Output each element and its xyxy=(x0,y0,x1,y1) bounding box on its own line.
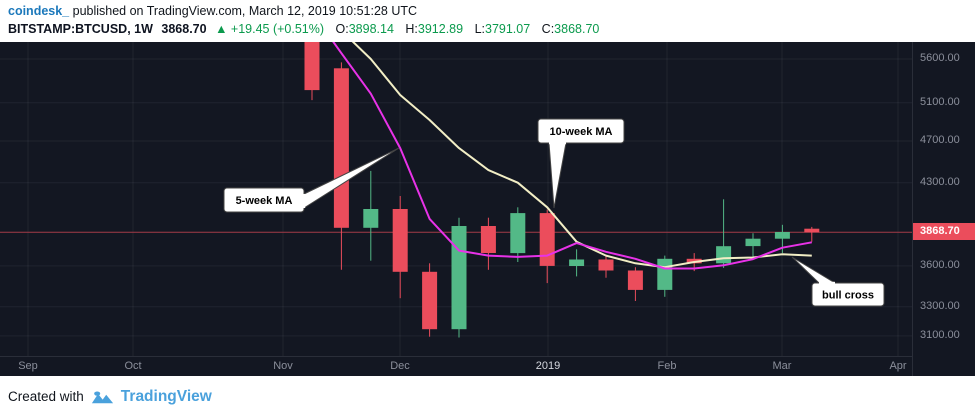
candle xyxy=(304,42,320,101)
callout-label: 5-week MA xyxy=(236,195,293,207)
time-tick-label: Nov xyxy=(273,360,293,372)
callout-label: bull cross xyxy=(822,290,874,302)
candle xyxy=(539,209,555,284)
candle-body xyxy=(539,213,555,266)
time-axis[interactable]: Sep Oct Nov Dec 2019 Feb Mar Apr xyxy=(0,356,912,376)
ohlc-close: C:3868.70 xyxy=(541,22,600,36)
ohlc-open: O:3898.14 xyxy=(335,22,394,36)
chart-area: 5-week MA 10-week MA bull cross 5600.00 510… xyxy=(0,42,975,376)
callout-label: 10-week MA xyxy=(550,126,613,138)
callout-box xyxy=(811,282,885,307)
candle-body xyxy=(716,246,732,264)
annotation-callout[interactable]: 5-week MA xyxy=(223,147,400,213)
candle xyxy=(569,249,585,277)
price-tick-label: 5600.00 xyxy=(920,52,960,64)
ma5-line[interactable] xyxy=(312,42,812,270)
candle-body xyxy=(569,259,585,266)
candle xyxy=(804,226,820,242)
callout-tail xyxy=(303,147,400,209)
ma10-line[interactable] xyxy=(312,42,812,269)
candle-body xyxy=(598,259,614,271)
candle xyxy=(333,62,349,270)
symbol-title: BITSTAMP:BTCUSD, 1W xyxy=(8,22,153,36)
price-tick-label: 3100.00 xyxy=(920,329,960,341)
candle xyxy=(392,196,408,299)
candle-body xyxy=(392,209,408,272)
candle-body xyxy=(451,226,467,330)
tradingview-logo-icon xyxy=(91,391,113,403)
header: coindesk_ published on TradingView.com, … xyxy=(0,0,975,42)
annotation-callout[interactable]: 10-week MA xyxy=(537,118,625,209)
candle-body xyxy=(774,232,790,239)
candle xyxy=(657,255,673,297)
candle xyxy=(363,170,379,261)
annotation-callout[interactable]: bull cross xyxy=(791,256,885,307)
candle xyxy=(598,255,614,278)
footer: Created with TradingView xyxy=(0,376,975,417)
time-tick-label: Feb xyxy=(657,360,677,372)
candle-body xyxy=(510,213,526,254)
created-with-text: Created with xyxy=(8,389,84,404)
time-tick-label: Mar xyxy=(772,360,792,372)
candle xyxy=(627,267,643,301)
candle-body xyxy=(745,238,761,247)
candle-body xyxy=(804,228,820,233)
time-tick-label: Oct xyxy=(124,360,142,372)
callout-box xyxy=(537,118,625,144)
price-chart[interactable]: 5-week MA 10-week MA bull cross xyxy=(0,42,912,356)
author-link[interactable]: coindesk_ xyxy=(8,4,70,18)
time-tick-label: Apr xyxy=(889,360,907,372)
last-price-tag: 3868.70 xyxy=(913,223,975,240)
candle xyxy=(451,217,467,338)
price-tick-label: 5100.00 xyxy=(920,96,960,108)
candle-body xyxy=(304,42,320,91)
price-axis[interactable]: 5600.00 5100.00 4700.00 4300.00 3600.00 3300.… xyxy=(912,42,975,376)
candle xyxy=(480,217,496,270)
price-tick-label: 3600.00 xyxy=(920,259,960,271)
price-tick-label: 4700.00 xyxy=(920,134,960,146)
callout-tail xyxy=(791,256,837,284)
callout-tail xyxy=(548,142,567,209)
time-tick-label: Sep xyxy=(18,360,38,372)
candle xyxy=(422,263,438,337)
byline-text: published on TradingView.com, March 12, … xyxy=(69,4,418,18)
price-tick-label: 3300.00 xyxy=(920,300,960,312)
byline: coindesk_ published on TradingView.com, … xyxy=(8,4,417,18)
ohlc-low: L:3791.07 xyxy=(474,22,531,36)
ohlc-high: H:3912.89 xyxy=(405,22,464,36)
price-change: ▲ +19.45 (+0.51%) xyxy=(215,22,325,36)
tradingview-wordmark[interactable]: TradingView xyxy=(120,387,212,405)
time-tick-label: Dec xyxy=(390,360,410,372)
candle-body xyxy=(627,270,643,290)
candles-layer xyxy=(304,42,820,338)
candle-body xyxy=(363,209,379,228)
candle-body xyxy=(333,68,349,228)
candle-body xyxy=(480,226,496,253)
time-tick-label: 2019 xyxy=(535,360,561,372)
last-price-value: 3868.70 xyxy=(161,22,207,36)
symbol-info-line: BITSTAMP:BTCUSD, 1W 3868.70 ▲ +19.45 (+0… xyxy=(8,22,599,36)
price-tick-label: 4300.00 xyxy=(920,176,960,188)
candle-body xyxy=(657,258,673,290)
candle xyxy=(745,233,761,257)
candle xyxy=(510,207,526,262)
candle-body xyxy=(422,271,438,330)
